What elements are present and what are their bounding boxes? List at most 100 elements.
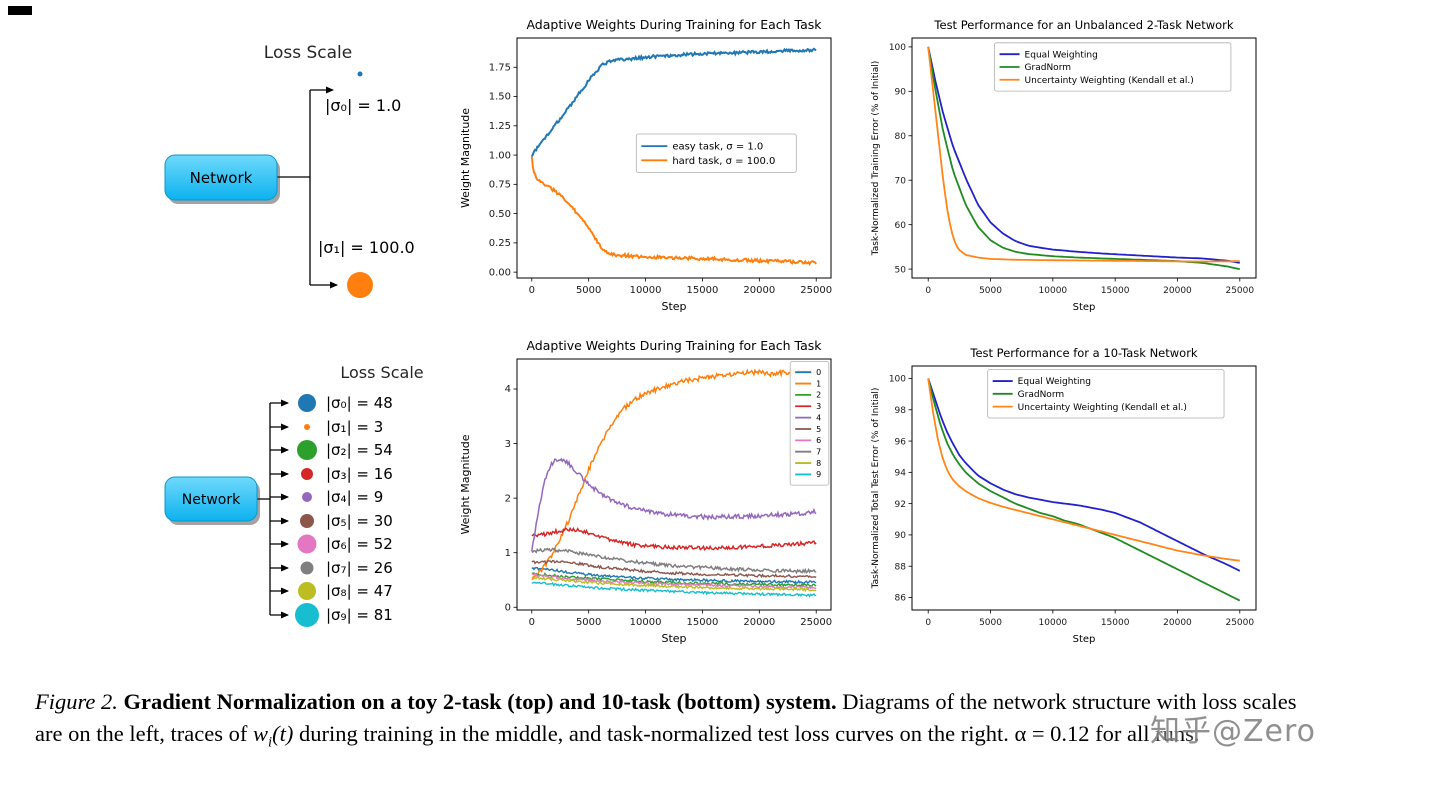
legend-label: Equal Weighting xyxy=(1025,50,1098,60)
svg-text:1.25: 1.25 xyxy=(489,121,511,132)
series-hard-task-100-0 xyxy=(530,156,818,266)
svg-text:20000: 20000 xyxy=(743,617,775,628)
legend-label: 8 xyxy=(816,459,821,468)
legend-label: 6 xyxy=(816,436,821,445)
legend: Equal Weighting GradNorm Uncertainty Weigh… xyxy=(994,42,1232,92)
svg-text:50: 50 xyxy=(895,265,907,275)
loss-node-circle-9 xyxy=(295,603,319,627)
network-diagram-2task: Network Loss Scale |σ₀| = 1.0 |σ₁| = 100.0 xyxy=(164,43,415,298)
svg-text:10000: 10000 xyxy=(630,617,662,628)
network-box-label: Network xyxy=(190,169,253,187)
svg-text:98: 98 xyxy=(895,406,907,416)
loss-node-circle-4 xyxy=(302,492,312,502)
x-axis-label: Step xyxy=(661,632,686,645)
watermark: 知乎@Zero xyxy=(1150,714,1317,749)
svg-text:10000: 10000 xyxy=(1039,618,1068,628)
legend-label: 2 xyxy=(816,391,821,400)
chart-title: Adaptive Weights During Training for Eac… xyxy=(526,338,822,353)
x-axis: 0 5000 10000 15000 20000 25000 xyxy=(925,278,1254,296)
svg-text:15000: 15000 xyxy=(687,285,719,296)
loss-node-label-7: |σ₇| = 26 xyxy=(326,559,393,577)
chart-title: Test Performance for an Unbalanced 2-Tas… xyxy=(933,18,1233,32)
caption-body-1: Diagrams of the network structure with l… xyxy=(35,689,1297,746)
svg-text:92: 92 xyxy=(895,500,906,510)
series-6 xyxy=(531,572,817,590)
series-easy-task-1-0 xyxy=(530,47,817,157)
svg-text:1: 1 xyxy=(505,548,511,559)
svg-text:88: 88 xyxy=(895,562,907,572)
adaptive-weights-chart-10task: 0 5000 10000 15000 20000 25000 0 1 2 3 4 Adaptive W… xyxy=(459,338,832,645)
loss-node-label-5: |σ₅| = 30 xyxy=(326,512,393,530)
caption-body-2: during training in the middle, and task-… xyxy=(293,720,1200,746)
series-uncertainty-weighting-kendall-et-al- xyxy=(927,46,1240,263)
legend-label: 5 xyxy=(816,425,821,434)
svg-text:0.25: 0.25 xyxy=(489,238,511,249)
svg-text:80: 80 xyxy=(895,132,907,142)
chart-title: Test Performance for a 10-Task Network xyxy=(969,346,1198,360)
y-axis: 0.00 0.25 0.50 0.75 1.00 1.25 1.50 1.75 xyxy=(489,62,517,278)
axes-frame xyxy=(516,37,832,279)
svg-text:2: 2 xyxy=(505,493,511,504)
loss-node-circle-0 xyxy=(298,394,316,412)
network-box-label: Network xyxy=(182,492,241,508)
svg-text:94: 94 xyxy=(895,469,907,479)
legend-label: 7 xyxy=(816,448,821,457)
caption-math-rest: (t) xyxy=(272,720,294,746)
svg-text:0: 0 xyxy=(505,602,511,613)
legend-label: Equal Weighting xyxy=(1018,377,1091,387)
svg-text:1.00: 1.00 xyxy=(489,150,511,161)
loss-node-label-2: |σ₂| = 54 xyxy=(326,441,393,459)
svg-text:0.00: 0.00 xyxy=(489,267,511,278)
svg-text:10000: 10000 xyxy=(1039,286,1068,296)
loss-node-label-8: |σ₈| = 47 xyxy=(326,582,393,600)
svg-text:0: 0 xyxy=(925,286,931,296)
svg-text:5000: 5000 xyxy=(576,617,601,628)
svg-text:20000: 20000 xyxy=(1163,618,1192,628)
svg-text:70: 70 xyxy=(895,176,907,186)
svg-text:25000: 25000 xyxy=(1225,286,1254,296)
svg-text:0: 0 xyxy=(925,618,931,628)
y-axis-label: Weight Magnitude xyxy=(459,108,472,208)
svg-text:96: 96 xyxy=(895,437,907,447)
series-3 xyxy=(531,526,817,551)
svg-text:25000: 25000 xyxy=(1225,618,1254,628)
axes-frame xyxy=(911,365,1257,611)
svg-text:10000: 10000 xyxy=(630,285,662,296)
loss-scale-title: Loss Scale xyxy=(264,43,352,63)
loss-node-label-6: |σ₆| = 52 xyxy=(326,535,393,553)
x-axis: 0 5000 10000 15000 20000 25000 xyxy=(529,278,832,296)
y-axis: 86 88 90 92 94 96 98 100 xyxy=(889,375,912,604)
network-box: Network xyxy=(164,476,260,525)
svg-text:90: 90 xyxy=(895,88,907,98)
svg-text:0: 0 xyxy=(529,285,535,296)
test-performance-chart-2task: 0 5000 10000 15000 20000 25000 50 60 70 80 90 100 Te… xyxy=(871,18,1257,313)
loss-node-circle-6 xyxy=(297,534,317,554)
caption-math-sub: i xyxy=(268,734,273,751)
svg-text:15000: 15000 xyxy=(1101,286,1130,296)
legend-label: 1 xyxy=(816,379,821,388)
y-axis-label: Task-Normalized Total Test Error (% of I… xyxy=(871,388,881,590)
svg-text:60: 60 xyxy=(895,221,907,231)
svg-text:1.50: 1.50 xyxy=(489,92,511,103)
legend-label: GradNorm xyxy=(1025,63,1071,73)
svg-text:5000: 5000 xyxy=(979,618,1002,628)
svg-text:3: 3 xyxy=(505,439,511,450)
legend: Equal Weighting GradNorm Uncertainty Weigh… xyxy=(987,369,1225,419)
series-5 xyxy=(531,559,817,579)
axes-frame xyxy=(911,37,1257,279)
chart-title: Adaptive Weights During Training for Eac… xyxy=(526,17,822,32)
svg-text:5000: 5000 xyxy=(576,285,601,296)
caption-figure-label: Figure 2. xyxy=(35,689,118,714)
plot-area xyxy=(927,378,1241,602)
svg-text:0.75: 0.75 xyxy=(489,180,511,191)
series-equal-weighting xyxy=(927,378,1241,572)
y-axis-label: Task-Normalized Training Error (% of Ini… xyxy=(871,61,881,257)
x-axis: 0 5000 10000 15000 20000 25000 xyxy=(925,610,1254,628)
svg-text:100: 100 xyxy=(889,375,906,385)
svg-text:20000: 20000 xyxy=(1163,286,1192,296)
series-4 xyxy=(531,457,817,552)
svg-text:5000: 5000 xyxy=(979,286,1002,296)
x-axis-label: Step xyxy=(661,300,686,313)
loss-node-circle-2 xyxy=(297,440,317,460)
